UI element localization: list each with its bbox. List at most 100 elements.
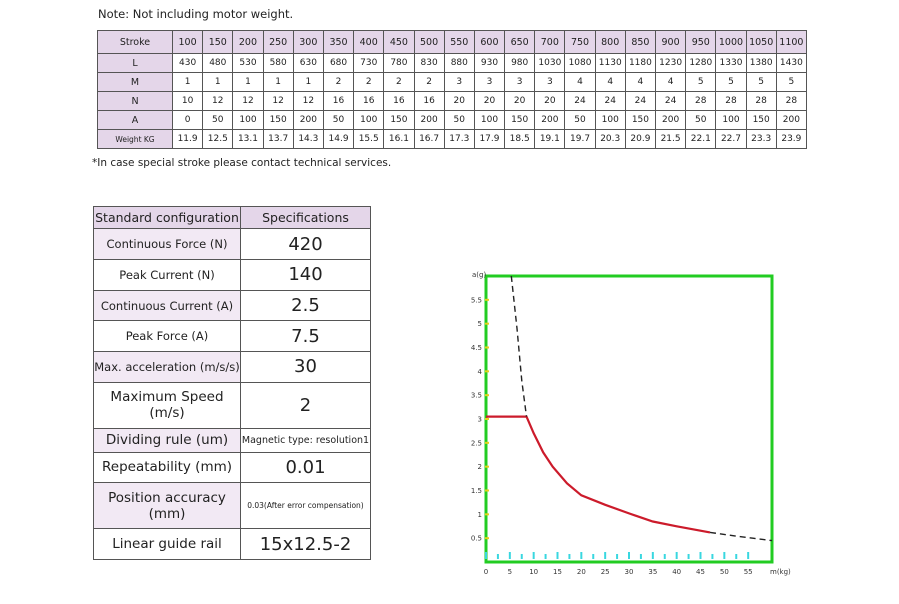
acceleration-vs-mass-chart: 0 5 10 15 20 25 30 35 40 45 50 55 0.5 1 1.5 2 2.5 3 3.5 4 4.… [471, 271, 791, 576]
stroke-cell: 1 [262, 72, 294, 92]
stroke-cell: 200 [534, 110, 566, 130]
stroke-cell: 580 [262, 53, 294, 73]
stroke-cell: 50 [202, 110, 234, 130]
stroke-cell: 1430 [775, 53, 808, 73]
stroke-cell: 24 [624, 91, 657, 111]
stroke-cell: 0 [171, 110, 204, 130]
stroke-cell: 1000 [715, 30, 747, 54]
stroke-cell: 1130 [594, 53, 626, 73]
y-tick-label: 2 [478, 463, 482, 471]
stroke-row-label: A [97, 110, 173, 130]
stroke-cell: 830 [413, 53, 445, 73]
stroke-cell: 20 [504, 91, 536, 111]
stroke-cell: 50 [443, 110, 475, 130]
x-tick-label: 15 [553, 568, 562, 576]
spec-value: 0.01 [240, 451, 371, 484]
spec-value: 2 [240, 381, 371, 429]
spec-value: 420 [240, 228, 371, 260]
x-tick-label: 5 [508, 568, 512, 576]
note-motor-weight: Note: Not including motor weight. [98, 7, 294, 21]
spec-row: Repeatability (mm) 0.01 [93, 451, 371, 484]
stroke-cell: 750 [564, 30, 596, 54]
stroke-cell: 1080 [564, 53, 596, 73]
y-tick-label: 0.5 [471, 535, 482, 543]
stroke-cell: 150 [624, 110, 657, 130]
spec-key: Maximum Speed (m/s) [93, 381, 241, 429]
y-tick-label: 3 [478, 416, 482, 424]
stroke-table-row: Weight KG 11.9 12.5 13.1 13.7 14.3 14.9 15.5 16.… [97, 129, 808, 149]
spec-value: 15x12.5-2 [240, 528, 371, 560]
stroke-cell: 400 [353, 30, 385, 54]
stroke-cell: 100 [353, 110, 385, 130]
stroke-cell: 12.5 [202, 129, 234, 149]
stroke-cell: 4 [594, 72, 626, 92]
stroke-cell: 2 [383, 72, 415, 92]
y-tick-label: 5 [478, 320, 482, 328]
y-tick-label: 1 [478, 511, 482, 519]
spec-key: Dividing rule (um) [93, 427, 241, 453]
stroke-cell: 20 [473, 91, 506, 111]
stroke-cell: 19.1 [534, 129, 566, 149]
stroke-cell: 1 [171, 72, 204, 92]
x-axis-label: m(kg) [770, 568, 791, 576]
extrapolation-line [510, 275, 528, 417]
stroke-cell: 16.7 [413, 129, 445, 149]
spec-key: Linear guide rail [93, 528, 241, 560]
stroke-cell: 5 [685, 72, 717, 92]
stroke-cell: 530 [232, 53, 264, 73]
spec-key: Peak Current (N) [93, 259, 241, 291]
stroke-cell: 200 [413, 110, 445, 130]
spec-key: Position accuracy (mm) [93, 482, 241, 530]
stroke-cell: 5 [775, 72, 808, 92]
stroke-cell: 100 [715, 110, 747, 130]
stroke-cell: 150 [383, 110, 415, 130]
x-tick-label: 20 [577, 568, 586, 576]
x-tick-label: 50 [720, 568, 729, 576]
stroke-cell: 1050 [745, 30, 777, 54]
stroke-cell: 480 [202, 53, 234, 73]
stroke-cell: 1180 [624, 53, 657, 73]
stroke-table-row: L 430 480 530 580 630 680 730 780 830 880 930 980 103… [97, 53, 808, 73]
stroke-cell: 3 [534, 72, 566, 92]
x-tick-label: 40 [672, 568, 681, 576]
y-tick-label: 5.5 [471, 296, 482, 304]
y-tick-label: 4.5 [471, 344, 482, 352]
stroke-cell: 850 [624, 30, 657, 54]
stroke-cell: 2 [322, 72, 355, 92]
stroke-cell: 16 [353, 91, 385, 111]
acceleration-curve [486, 415, 711, 534]
stroke-cell: 3 [504, 72, 536, 92]
stroke-cell: 3 [473, 72, 506, 92]
spec-row: Linear guide rail 15x12.5-2 [93, 528, 371, 560]
stroke-cell: 100 [171, 30, 204, 54]
spec-key: Peak Force (A) [93, 320, 241, 353]
stroke-cell: 12 [232, 91, 264, 111]
stroke-cell: 1100 [775, 30, 808, 54]
stroke-cell: 650 [504, 30, 536, 54]
stroke-cell: 930 [473, 53, 506, 73]
stroke-cell: 1 [202, 72, 234, 92]
stroke-cell: 11.9 [171, 129, 204, 149]
stroke-cell: 21.5 [654, 129, 687, 149]
stroke-cell: 4 [564, 72, 596, 92]
stroke-cell: 18.5 [504, 129, 536, 149]
spec-key: Continuous Force (N) [93, 228, 241, 260]
stroke-cell: 950 [685, 30, 717, 54]
stroke-cell: 900 [654, 30, 687, 54]
x-tick-label: 30 [625, 568, 634, 576]
stroke-cell: 4 [654, 72, 687, 92]
stroke-cell: 450 [383, 30, 415, 54]
note-special-stroke: *In case special stroke please contact t… [92, 157, 392, 169]
stroke-cell: 200 [292, 110, 324, 130]
stroke-cell: 5 [745, 72, 777, 92]
spec-key: Max. acceleration (m/s/s) [93, 351, 241, 383]
stroke-cell: 680 [322, 53, 355, 73]
stroke-row-label: Stroke [97, 30, 173, 54]
stroke-cell: 500 [413, 30, 445, 54]
stroke-cell: 100 [232, 110, 264, 130]
stroke-cell: 250 [262, 30, 294, 54]
spec-value: 2.5 [240, 289, 371, 322]
stroke-table-row: A 0 50 100 150 200 50 100 150 200 50 100 150 200 50 100… [97, 110, 808, 130]
spec-row: Dividing rule (um) Magnetic type: resolu… [93, 427, 371, 453]
spec-header-config: Standard configuration [93, 205, 241, 230]
